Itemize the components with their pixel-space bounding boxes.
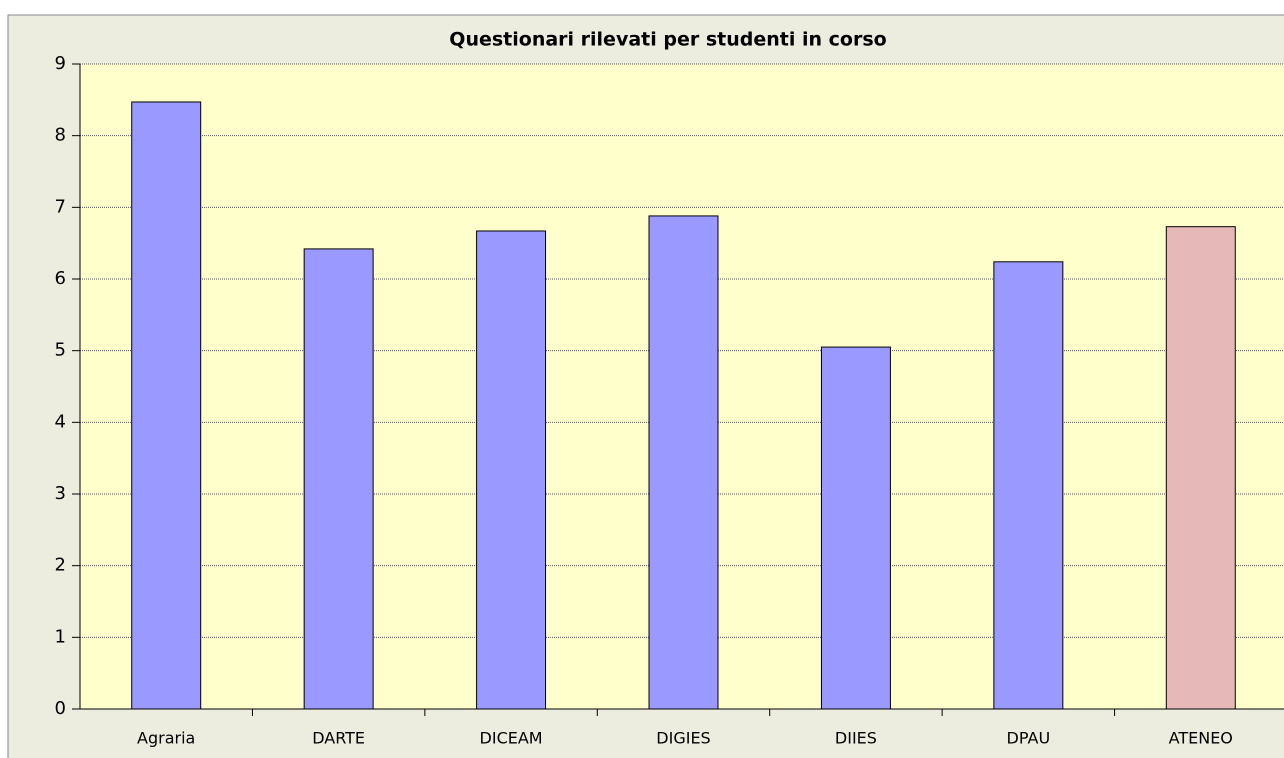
bar xyxy=(648,215,719,710)
x-tick-label: DICEAM xyxy=(480,729,543,748)
x-tick-label: DIGIES xyxy=(656,729,710,748)
y-tick-label: 4 xyxy=(55,411,66,432)
bar xyxy=(820,346,891,710)
bar xyxy=(1165,226,1236,710)
chart-title: Questionari rilevati per studenti in cor… xyxy=(449,29,886,51)
y-tick-label: 3 xyxy=(55,483,66,504)
x-tick-label: DARTE xyxy=(312,729,365,748)
y-tick-label: 1 xyxy=(55,626,66,647)
x-tick-label: DIIES xyxy=(835,729,877,748)
y-tick-label: 9 xyxy=(55,53,66,74)
x-tick-label: ATENEO xyxy=(1169,729,1233,748)
x-tick-label: Agraria xyxy=(137,729,195,748)
y-tick-label: 6 xyxy=(55,268,66,289)
x-tick-label: DPAU xyxy=(1007,729,1051,748)
y-tick-label: 0 xyxy=(55,698,66,719)
y-tick-label: 7 xyxy=(55,196,66,217)
bar xyxy=(993,261,1064,710)
y-tick-label: 2 xyxy=(55,555,66,576)
y-tick-label: 8 xyxy=(55,125,66,146)
bar xyxy=(476,230,547,710)
bar xyxy=(303,248,374,710)
y-tick-label: 5 xyxy=(55,340,66,361)
bar xyxy=(131,101,202,710)
